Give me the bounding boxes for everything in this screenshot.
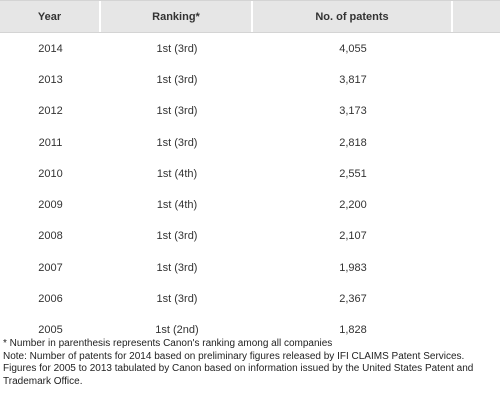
cell-year: 2013 bbox=[38, 73, 63, 86]
cell-patents: 1,828 bbox=[339, 324, 367, 337]
cell-patents: 3,173 bbox=[339, 105, 367, 118]
table-header-row: Year Ranking* No. of patents bbox=[0, 0, 500, 33]
table-notes: * Number in parenthesis represents Canon… bbox=[3, 338, 498, 388]
table-row: 2007 1st (3rd) 1,983 bbox=[0, 252, 500, 283]
table-body: 2014 1st (3rd) 4,055 2013 1st (3rd) 3,817 2012… bbox=[0, 33, 500, 346]
note-text: Note: Number of patents for 2014 based o… bbox=[3, 350, 474, 387]
cell-patents: 2,551 bbox=[339, 167, 367, 180]
table-row: 2006 1st (3rd) 2,367 bbox=[0, 283, 500, 314]
cell-year: 2010 bbox=[38, 167, 63, 180]
table-row: 2009 1st (4th) 2,200 bbox=[0, 189, 500, 220]
cell-ranking: 1st (3rd) bbox=[156, 73, 198, 86]
cell-patents: 2,367 bbox=[339, 293, 367, 306]
cell-ranking: 1st (3rd) bbox=[156, 261, 198, 274]
header-patents: No. of patents bbox=[253, 1, 453, 32]
cell-ranking: 1st (4th) bbox=[156, 167, 198, 180]
cell-year: 2006 bbox=[38, 293, 63, 306]
cell-patents: 1,983 bbox=[339, 261, 367, 274]
table-row: 2005 1st (2nd) 1,828 bbox=[0, 315, 500, 346]
cell-year: 2008 bbox=[38, 230, 63, 243]
cell-ranking: 1st (3rd) bbox=[156, 105, 198, 118]
table-row: 2013 1st (3rd) 3,817 bbox=[0, 64, 500, 95]
header-year: Year bbox=[0, 1, 101, 32]
cell-ranking: 1st (4th) bbox=[156, 199, 198, 212]
table-row: 2011 1st (3rd) 2,818 bbox=[0, 127, 500, 158]
cell-year: 2012 bbox=[38, 105, 63, 118]
cell-patents: 3,817 bbox=[339, 73, 367, 86]
table-row: 2010 1st (4th) 2,551 bbox=[0, 158, 500, 189]
cell-patents: 2,818 bbox=[339, 136, 367, 149]
header-empty bbox=[453, 1, 500, 32]
cell-patents: 2,107 bbox=[339, 230, 367, 243]
footnote-text: * Number in parenthesis represents Canon… bbox=[3, 338, 333, 349]
table-row: 2012 1st (3rd) 3,173 bbox=[0, 96, 500, 127]
table-row: 2014 1st (3rd) 4,055 bbox=[0, 33, 500, 64]
cell-ranking: 1st (3rd) bbox=[156, 293, 198, 306]
cell-year: 2011 bbox=[38, 136, 63, 149]
cell-ranking: 1st (2nd) bbox=[155, 324, 199, 337]
table-row: 2008 1st (3rd) 2,107 bbox=[0, 221, 500, 252]
cell-year: 2014 bbox=[38, 42, 63, 55]
cell-year: 2009 bbox=[38, 199, 63, 212]
cell-patents: 2,200 bbox=[339, 199, 367, 212]
cell-ranking: 1st (3rd) bbox=[156, 136, 198, 149]
cell-year: 2005 bbox=[38, 324, 63, 337]
cell-patents: 4,055 bbox=[339, 42, 367, 55]
cell-year: 2007 bbox=[38, 261, 63, 274]
header-ranking: Ranking* bbox=[101, 1, 253, 32]
cell-ranking: 1st (3rd) bbox=[156, 230, 198, 243]
patent-ranking-table: Year Ranking* No. of patents bbox=[0, 0, 500, 33]
cell-ranking: 1st (3rd) bbox=[156, 42, 198, 55]
